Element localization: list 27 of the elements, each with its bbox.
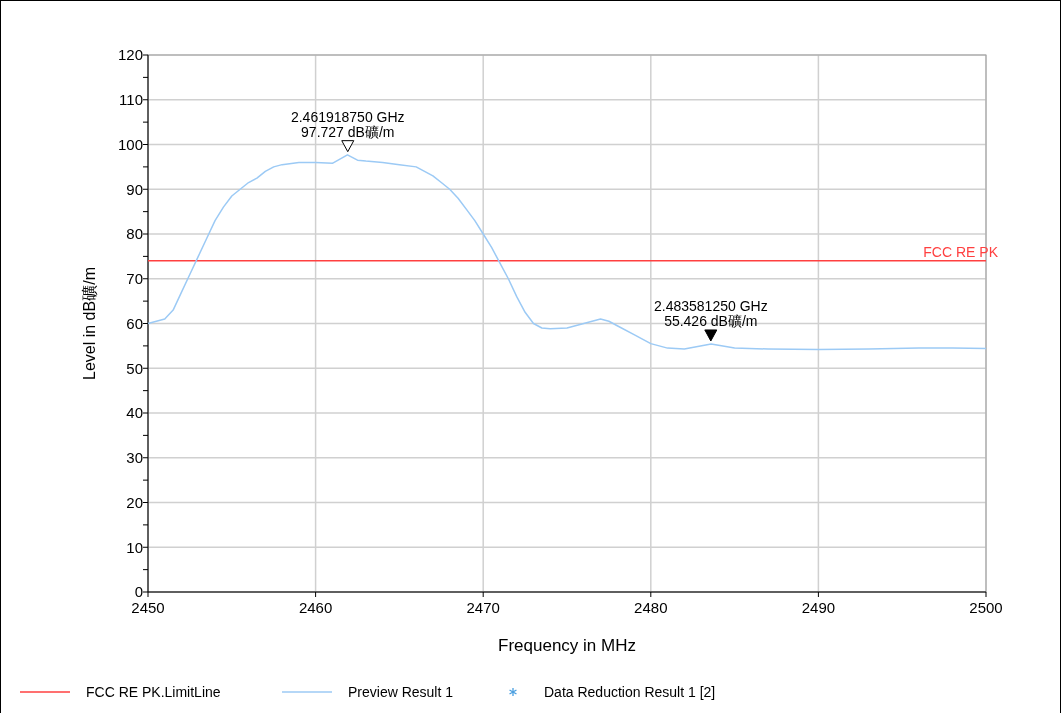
- y-tick-label: 90: [126, 180, 143, 198]
- y-tick-label: 120: [117, 46, 143, 64]
- y-tick-label: 0: [134, 583, 143, 601]
- y-tick-label: 40: [126, 404, 143, 422]
- y-tick-label: 110: [119, 91, 143, 108]
- x-tick-label: 2470: [466, 599, 500, 616]
- legend-label: Preview Result 1: [348, 683, 454, 700]
- legend-label: FCC RE PK.LimitLine: [86, 683, 221, 700]
- x-tick-label: 2500: [969, 599, 1003, 616]
- y-tick-label: 20: [126, 493, 143, 511]
- y-tick-label: 100: [117, 135, 143, 153]
- x-tick-label: 2480: [634, 599, 668, 616]
- y-tick-label: 50: [126, 359, 143, 377]
- y-tick-label: 10: [126, 538, 143, 556]
- annotation: FCC RE PK: [923, 243, 999, 260]
- annotation: 2.483581250 GHz 55.426 dB礦/m: [654, 297, 768, 329]
- y-tick-label: 70: [126, 270, 143, 287]
- annotation: 2.461918750 GHz 97.727 dB礦/m: [290, 108, 405, 140]
- x-tick-label: 2490: [801, 599, 836, 616]
- legend-label: Data Reduction Result 1 [2]: [544, 683, 716, 700]
- x-tick-label: 2460: [298, 599, 333, 616]
- y-tick-label: 80: [126, 225, 143, 243]
- y-tick-label: 30: [126, 449, 143, 466]
- y-tick-label: 60: [126, 314, 143, 332]
- x-tick-label: 2450: [131, 599, 165, 616]
- x-axis-title: Frequency in MHz: [498, 636, 636, 655]
- y-axis-title: Level in dB礦/m: [81, 267, 98, 380]
